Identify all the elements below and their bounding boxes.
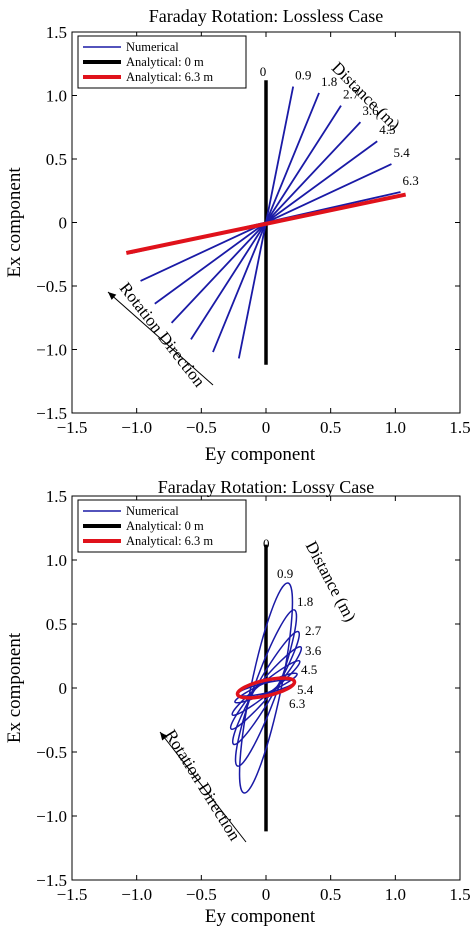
rotation-arrow-shaft xyxy=(107,291,214,386)
y-tick-label: 0 xyxy=(59,214,68,233)
y-tick-label: −1.5 xyxy=(36,404,67,423)
rotation-direction-annotation: Rotation Direction xyxy=(161,726,245,844)
chart-title: Faraday Rotation: Lossless Case xyxy=(149,6,383,26)
distance-label: 2.7 xyxy=(305,623,322,638)
distance-label: 0.9 xyxy=(277,566,293,581)
distance-label: 4.5 xyxy=(301,662,317,677)
distance-label: 3.6 xyxy=(305,643,322,658)
x-tick-label: 1.5 xyxy=(449,418,470,437)
x-tick-label: −1.0 xyxy=(121,418,152,437)
legend-label: Analytical: 6.3 m xyxy=(126,534,213,548)
y-tick-label: −1.5 xyxy=(36,871,67,890)
rotation-direction-annotation: Rotation Direction xyxy=(116,279,209,391)
legend-label: Analytical: 0 m xyxy=(126,519,204,533)
y-tick-label: 1.0 xyxy=(46,551,67,570)
legend-label: Analytical: 0 m xyxy=(126,55,204,69)
x-axis-label: Ey component xyxy=(205,444,316,465)
distance-label: 2.7 xyxy=(343,87,360,102)
distance-label: 0.9 xyxy=(295,68,311,83)
x-tick-label: 1.0 xyxy=(385,885,406,904)
y-tick-label: 1.5 xyxy=(46,23,67,42)
y-tick-label: −1.0 xyxy=(36,807,67,826)
x-tick-label: −1.0 xyxy=(121,885,152,904)
x-tick-label: 1.0 xyxy=(385,418,406,437)
distance-label: 6.3 xyxy=(403,173,419,188)
x-tick-label: 0.5 xyxy=(320,885,341,904)
y-tick-label: −0.5 xyxy=(36,743,67,762)
distance-annotation: Distance (m) xyxy=(302,538,360,625)
y-tick-label: −0.5 xyxy=(36,277,67,296)
x-tick-label: 0 xyxy=(262,418,271,437)
x-tick-label: 1.5 xyxy=(449,885,470,904)
legend-label: Analytical: 6.3 m xyxy=(126,70,213,84)
distance-label: 0 xyxy=(263,536,270,551)
distance-label: 1.8 xyxy=(297,594,313,609)
legend-label: Numerical xyxy=(126,504,179,518)
x-tick-label: −0.5 xyxy=(186,885,217,904)
x-tick-label: −1.5 xyxy=(57,885,88,904)
rotation-arrow-shaft xyxy=(159,731,247,843)
chart-panel-2: Faraday Rotation: Lossy Case −1.5 −1.0 −0.5… xyxy=(4,477,471,927)
y-axis-label: Ex component xyxy=(4,167,25,278)
x-tick-label: 0 xyxy=(262,885,271,904)
distance-annotation: Distance (m) xyxy=(328,58,404,134)
y-tick-label: −1.0 xyxy=(36,341,67,360)
y-tick-label: 0.5 xyxy=(46,615,67,634)
distance-label: 3.6 xyxy=(362,103,379,118)
y-axis-label: Ex component xyxy=(4,632,25,743)
x-tick-label: 0.5 xyxy=(320,418,341,437)
distance-label: 6.3 xyxy=(289,696,305,711)
y-tick-label: 1.5 xyxy=(46,487,67,506)
y-tick-label: 0 xyxy=(59,679,68,698)
x-tick-label: −0.5 xyxy=(186,418,217,437)
rotation-arrow-head xyxy=(108,292,117,300)
x-tick-label: −1.5 xyxy=(57,418,88,437)
chart-panel-1: Faraday Rotation: Lossless Case −1.5 −1.0 −… xyxy=(4,6,471,465)
x-axis-label: Ey component xyxy=(205,906,316,927)
distance-label: 1.8 xyxy=(321,74,337,89)
legend-label: Numerical xyxy=(126,40,179,54)
distance-label: 5.4 xyxy=(393,145,410,160)
distance-label: 5.4 xyxy=(297,682,314,697)
chart-title: Faraday Rotation: Lossy Case xyxy=(158,477,374,497)
y-tick-label: 1.0 xyxy=(46,87,67,106)
y-tick-label: 0.5 xyxy=(46,150,67,169)
analytical-6-3m-line xyxy=(125,192,407,255)
distance-label: 4.5 xyxy=(379,122,395,137)
rotation-arrow-head xyxy=(160,732,168,741)
distance-label: 0 xyxy=(260,64,267,79)
analytical-6-3m-ellipse xyxy=(235,676,297,700)
